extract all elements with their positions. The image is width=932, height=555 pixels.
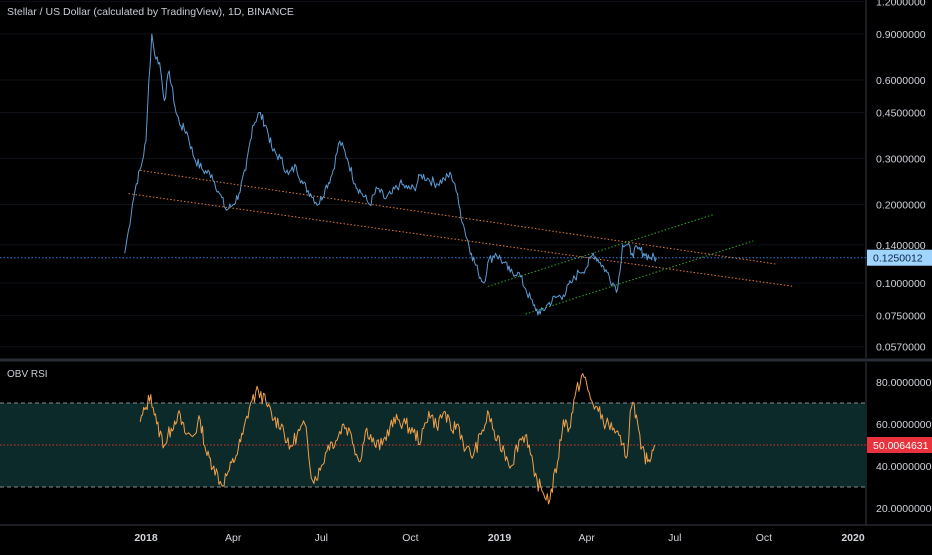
- current-price-badge: [867, 249, 932, 266]
- time-axis-tick-label: 2018: [134, 532, 158, 544]
- time-axis-tick-label: Jul: [315, 532, 328, 544]
- price-axis-tick-label: 0.9000000: [876, 29, 926, 41]
- axis-layer: 1.2000000 0.9000000 0.6000000 0.4500000 0.30…: [134, 0, 932, 544]
- time-axis-tick-label: Apr: [578, 532, 595, 544]
- time-axis-tick-label: Oct: [402, 532, 418, 544]
- trend-line-orange-upper[interactable]: [140, 169, 778, 265]
- price-axis-tick-label: 0.0750000: [876, 311, 926, 323]
- time-axis-tick-label: 2020: [841, 532, 865, 544]
- rsi-series-line: [139, 373, 655, 505]
- price-axis-tick-label: 0.2000000: [876, 199, 926, 211]
- trend-line-green-upper[interactable]: [487, 214, 714, 287]
- time-axis-tick-label: Apr: [225, 532, 242, 544]
- time-axis-tick-label: Jul: [668, 532, 681, 544]
- time-axis-tick-label: Oct: [756, 532, 772, 544]
- rsi-axis-tick-label: 60.0000000: [876, 419, 932, 431]
- price-axis-tick-label: 0.3000000: [876, 154, 926, 166]
- price-axis-tick-label: 0.6000000: [876, 75, 926, 87]
- time-axis-tick-label: 2019: [488, 532, 512, 544]
- price-axis-tick-label: 0.0570000: [876, 342, 926, 354]
- trend-line-green-lower[interactable]: [525, 240, 754, 315]
- rsi-value-badge: [867, 437, 932, 453]
- rsi-layer: [0, 373, 866, 505]
- price-layer: [0, 0, 866, 348]
- price-axis-tick-label: 0.4500000: [876, 108, 926, 120]
- rsi-axis-tick-label: 20.0000000: [876, 503, 932, 515]
- rsi-axis-tick-label: 80.0000000: [876, 377, 932, 389]
- current-price-label: 0.1250012: [873, 253, 923, 265]
- rsi-value-label: 50.0064631: [873, 440, 929, 452]
- rsi-indicator-title: OBV RSI: [7, 369, 48, 380]
- symbol-title: Stellar / US Dollar (calculated by Tradi…: [7, 6, 294, 18]
- price-axis-tick-label: 0.1400000: [876, 240, 926, 252]
- price-axis-tick-label: 0.1000000: [876, 278, 926, 290]
- price-series-line: [124, 33, 657, 316]
- price-axis-tick-label: 1.2000000: [876, 0, 926, 8]
- rsi-axis-tick-label: 40.0000000: [876, 461, 932, 473]
